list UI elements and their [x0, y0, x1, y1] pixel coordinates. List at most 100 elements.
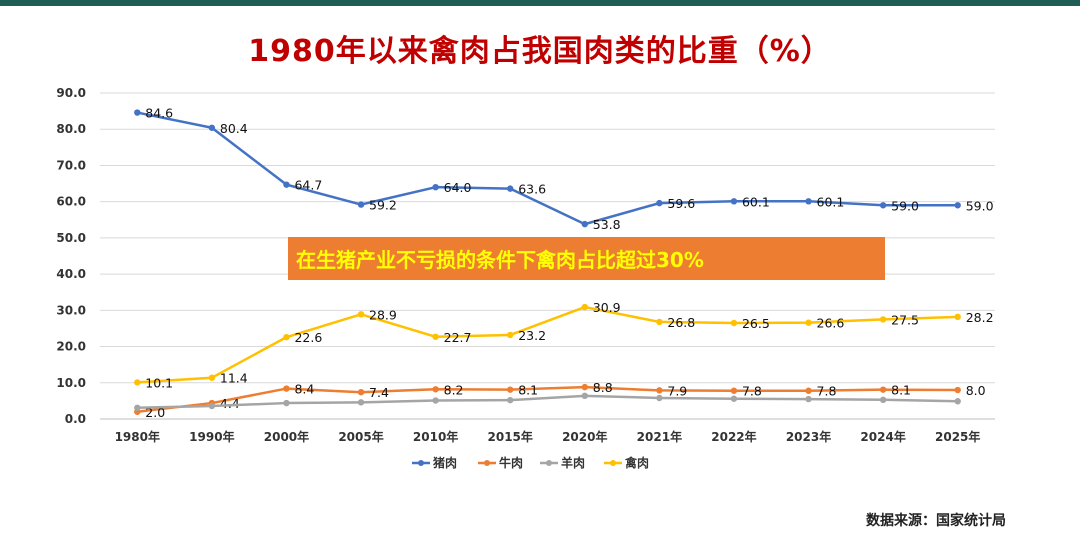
legend-marker: [610, 460, 616, 466]
data-point: [730, 395, 738, 402]
data-point: [805, 395, 812, 403]
y-tick-label: 70.0: [56, 158, 86, 172]
y-tick-label: 30.0: [56, 303, 86, 317]
y-tick-label: 10.0: [56, 376, 86, 390]
data-point: [134, 379, 141, 386]
y-tick-label: 60.0: [56, 195, 86, 209]
data-point: [730, 387, 738, 394]
legend-marker: [418, 460, 424, 466]
data-point: [954, 398, 961, 405]
x-tick-label: 2010年: [413, 429, 458, 444]
data-point: [208, 402, 216, 410]
x-tick-label: 1990年: [189, 429, 234, 444]
data-point: [432, 183, 439, 191]
data-label: 26.6: [817, 316, 845, 331]
data-label: 11.4: [220, 371, 248, 386]
data-point: [432, 386, 439, 393]
legend-label: 牛肉: [499, 455, 523, 470]
data-point: [357, 399, 365, 406]
data-point: [656, 199, 663, 207]
data-label: 26.5: [742, 316, 770, 331]
data-point: [208, 124, 216, 131]
data-point: [283, 333, 290, 341]
data-point: [879, 316, 887, 323]
data-point: [656, 394, 663, 402]
data-label: 4.4: [220, 396, 240, 411]
data-point: [357, 388, 365, 396]
data-point: [581, 303, 588, 311]
data-point: [879, 386, 887, 393]
data-label: 59.6: [667, 196, 695, 211]
legend-marker: [546, 460, 552, 466]
data-point: [283, 399, 290, 407]
data-label: 26.8: [667, 315, 695, 330]
data-label: 8.4: [294, 382, 314, 397]
legend-label: 羊肉: [561, 455, 585, 470]
data-point: [357, 311, 365, 318]
data-point: [134, 109, 141, 116]
top-accent-bar: [0, 0, 1080, 6]
data-point: [879, 202, 887, 209]
x-tick-label: 2020年: [562, 429, 607, 444]
y-tick-label: 40.0: [56, 267, 86, 281]
data-point: [134, 404, 141, 411]
data-point: [283, 181, 290, 188]
data-source: 数据来源：国家统计局: [866, 513, 1006, 529]
data-label: 7.8: [817, 384, 837, 399]
x-tick-label: 2023年: [786, 429, 831, 444]
y-tick-label: 50.0: [56, 231, 86, 245]
y-tick-label: 90.0: [56, 86, 86, 100]
series-line-3: [137, 305, 958, 384]
legend-label: 禽肉: [624, 455, 649, 470]
data-point: [283, 385, 290, 392]
data-point: [208, 374, 216, 381]
data-point: [954, 202, 961, 209]
data-point: [507, 331, 514, 339]
y-tick-label: 0.0: [65, 412, 86, 426]
data-point: [656, 387, 663, 394]
data-label: 28.2: [966, 310, 994, 325]
x-tick-label: 2015年: [488, 429, 533, 444]
annotation-box: [288, 237, 885, 280]
data-label: 59.0: [891, 198, 919, 213]
data-label: 80.4: [220, 121, 248, 136]
x-tick-label: 1980年: [115, 429, 160, 444]
data-label: 64.7: [294, 178, 322, 193]
legend-label: 猪肉: [432, 455, 457, 470]
data-point: [432, 333, 439, 340]
data-label: 8.8: [593, 380, 613, 395]
series-line-0: [137, 111, 958, 226]
data-label: 8.2: [444, 382, 464, 397]
data-label: 60.1: [742, 194, 770, 209]
data-point: [432, 397, 439, 404]
data-label: 7.4: [369, 385, 389, 400]
data-point: [879, 396, 887, 404]
data-label: 84.6: [145, 106, 173, 121]
data-point: [805, 198, 812, 205]
data-point: [507, 396, 514, 404]
legend-marker: [484, 460, 490, 466]
data-label: 28.9: [369, 307, 397, 322]
data-point: [954, 313, 961, 321]
data-label: 27.5: [891, 312, 919, 327]
x-tick-label: 2021年: [637, 429, 682, 444]
x-tick-label: 2022年: [711, 429, 756, 444]
x-tick-label: 2025年: [935, 429, 980, 444]
data-label: 23.2: [518, 328, 546, 343]
data-point: [581, 392, 588, 400]
data-point: [656, 318, 663, 326]
x-tick-label: 2024年: [860, 429, 905, 444]
data-label: 64.0: [444, 180, 472, 195]
y-tick-label: 20.0: [56, 340, 86, 354]
data-label: 7.8: [742, 384, 762, 399]
series-line-1: [137, 385, 958, 413]
data-label: 30.9: [593, 300, 621, 315]
data-point: [954, 386, 961, 394]
x-tick-label: 2005年: [338, 429, 383, 444]
data-label: 8.1: [891, 383, 911, 398]
data-label: 22.7: [444, 330, 472, 345]
data-label: 22.6: [294, 330, 322, 345]
data-point: [581, 220, 588, 228]
data-point: [730, 319, 738, 327]
